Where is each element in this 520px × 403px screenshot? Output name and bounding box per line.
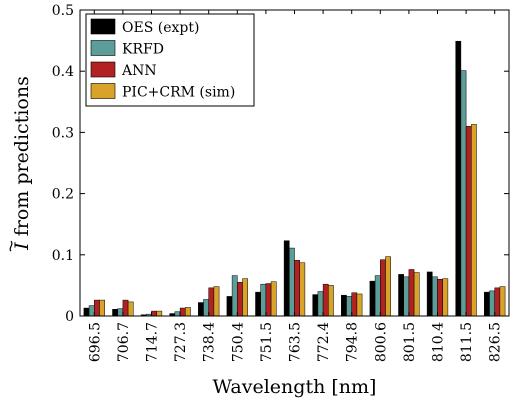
x-tick-label: 738.4	[202, 322, 218, 362]
bar-pic-crm-sim--750.4	[242, 278, 248, 317]
bar-ann-801.5	[408, 269, 415, 317]
bar-krfd-751.5	[260, 283, 267, 317]
bar-ann-706.7	[122, 299, 129, 317]
y-tick-label: 0.2	[52, 187, 74, 203]
bar-ann-800.6	[380, 259, 386, 317]
legend-label: ANN	[121, 63, 157, 79]
bar-krfd-750.4	[231, 275, 238, 317]
bar-krfd-727.3	[174, 311, 181, 317]
bar-pic-crm-sim--751.5	[270, 281, 277, 317]
legend-label: OES (expt)	[122, 20, 199, 36]
bar-oes-expt--751.5	[255, 291, 261, 317]
bar-ann-794.8	[351, 292, 358, 317]
bar-ann-714.7	[151, 310, 157, 317]
bar-ann-772.4	[322, 283, 329, 317]
bar-oes-expt--706.7	[112, 309, 118, 317]
bar-pic-crm-sim--800.6	[385, 256, 391, 317]
bar-krfd-811.5	[460, 70, 467, 317]
legend-swatch	[90, 61, 116, 78]
x-tick-label: 727.3	[173, 322, 189, 362]
bar-ann-810.4	[437, 279, 443, 317]
bar-krfd-794.8	[346, 296, 352, 317]
legend-label: KRFD	[122, 42, 164, 58]
bar-ann-751.5	[265, 283, 272, 317]
y-axis-label-tilde	[9, 240, 13, 252]
y-tick-label: 0	[65, 309, 74, 325]
bar-pic-crm-sim--727.3	[185, 307, 191, 317]
x-tick-label: 801.5	[402, 322, 418, 362]
bar-ann-826.5	[494, 287, 501, 317]
bar-oes-expt--772.4	[312, 294, 319, 317]
bar-ann-750.4	[237, 282, 243, 317]
bar-ann-811.5	[465, 126, 472, 317]
x-tick-label: 811.5	[459, 322, 475, 362]
x-axis: 696.5 706.7 714.7 727.3 738.4 750.4 751.5 763.5…	[87, 10, 504, 362]
bar-pic-crm-sim--826.5	[499, 286, 506, 317]
y-tick-label: 0.4	[52, 64, 74, 80]
bar-pic-crm-sim--696.5	[99, 299, 105, 317]
y-axis: 0 0.1 0.2 0.3 0.4 0.5	[52, 3, 509, 325]
legend-swatch	[90, 83, 116, 99]
bar-pic-crm-sim--706.7	[127, 301, 134, 317]
legend-label: PIC+CRM (sim)	[122, 85, 235, 101]
bar-oes-expt--800.6	[369, 280, 376, 317]
x-tick-label: 763.5	[288, 322, 304, 362]
x-tick-label: 794.8	[345, 322, 361, 362]
bar-ann-763.5	[294, 260, 300, 317]
bar-oes-expt--750.4	[226, 296, 233, 317]
bar-pic-crm-sim--810.4	[442, 278, 449, 317]
bar-pic-crm-sim--738.4	[213, 286, 220, 317]
x-tick-label: 714.7	[145, 322, 161, 362]
bar-ann-738.4	[208, 287, 215, 317]
bar-krfd-801.5	[403, 276, 410, 317]
y-axis-label-text: from predictions	[11, 76, 33, 242]
legend-swatch	[90, 18, 116, 35]
bar-krfd-763.5	[289, 247, 295, 317]
bar-pic-crm-sim--763.5	[299, 262, 306, 317]
x-tick-label: 751.5	[259, 322, 275, 362]
x-tick-label: 706.7	[116, 322, 132, 362]
bar-oes-expt--811.5	[455, 40, 462, 317]
bar-krfd-706.7	[117, 308, 124, 317]
y-axis-label-symbol: I	[11, 242, 33, 251]
x-tick-label: 810.4	[431, 322, 447, 362]
bar-oes-expt--738.4	[198, 302, 204, 317]
y-axis-label: I from predictions	[11, 76, 33, 251]
bar-oes-expt--810.4	[426, 271, 433, 317]
bar-pic-crm-sim--801.5	[413, 272, 420, 317]
bar-ann-696.5	[94, 299, 100, 317]
x-tick-label: 750.4	[230, 322, 246, 362]
bar-oes-expt--696.5	[83, 307, 90, 317]
y-tick-label: 0.5	[52, 3, 74, 19]
legend-swatch	[90, 40, 116, 56]
bar-oes-expt--801.5	[398, 274, 404, 317]
x-axis-label: Wavelength [nm]	[213, 376, 377, 398]
bar-ann-727.3	[179, 307, 186, 317]
bar-krfd-810.4	[432, 276, 438, 317]
bar-pic-crm-sim--811.5	[471, 124, 477, 317]
bar-krfd-800.6	[374, 275, 381, 317]
bar-pic-crm-sim--794.8	[356, 293, 363, 317]
bar-oes-expt--794.8	[341, 294, 347, 317]
bar-oes-expt--826.5	[484, 291, 490, 317]
y-tick-label: 0.3	[52, 125, 74, 141]
bar-krfd-772.4	[317, 291, 324, 317]
bar-pic-crm-sim--772.4	[328, 285, 334, 317]
bars-group	[83, 40, 506, 317]
x-tick-label: 800.6	[373, 322, 389, 362]
legend: OES (expt) KRFD ANN PIC+CRM (sim)	[85, 13, 255, 107]
bar-pic-crm-sim--714.7	[156, 310, 163, 317]
x-tick-label: 696.5	[87, 322, 103, 362]
x-tick-label: 772.4	[316, 322, 332, 362]
bar-krfd-826.5	[489, 290, 495, 317]
bar-oes-expt--763.5	[283, 240, 290, 317]
bar-krfd-696.5	[88, 305, 95, 317]
bar-krfd-738.4	[203, 299, 209, 317]
x-tick-label: 826.5	[488, 322, 504, 362]
y-tick-label: 0.1	[52, 248, 74, 264]
